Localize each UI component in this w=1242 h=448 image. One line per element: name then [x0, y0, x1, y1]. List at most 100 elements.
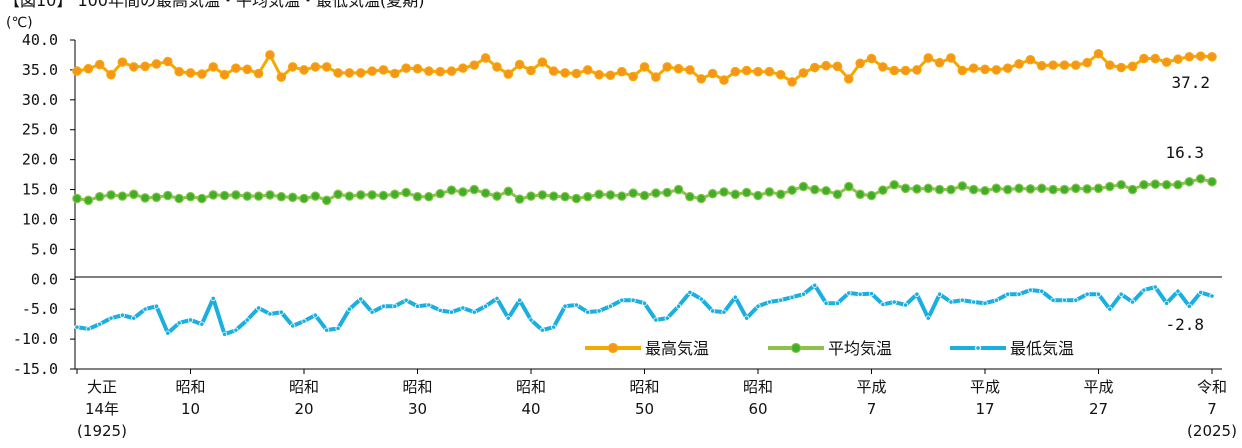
data-point	[753, 190, 763, 201]
data-point	[299, 193, 309, 204]
data-point	[857, 291, 863, 297]
data-point	[187, 317, 194, 323]
data-point	[448, 309, 455, 315]
data-point	[537, 190, 548, 200]
x-tick-label: 昭和	[516, 378, 546, 396]
data-point	[1127, 184, 1138, 195]
data-point	[165, 330, 171, 336]
y-axis-tick-labels: 40.0 35.0 30.0 25.0 20.0 15.0 10.0 5.0 0.0 -5.0 -1…	[13, 31, 75, 378]
data-point	[834, 300, 841, 306]
data-point	[1195, 173, 1206, 184]
y-tick-label: 5.0	[31, 240, 58, 258]
data-point	[707, 68, 718, 79]
x-tick-label: 7	[867, 400, 877, 418]
data-point	[494, 295, 500, 302]
data-point	[1073, 297, 1079, 303]
data-point	[980, 185, 990, 196]
data-point	[1139, 179, 1149, 190]
data-point	[585, 309, 591, 315]
data-point	[287, 192, 298, 203]
data-point	[687, 289, 693, 296]
data-point	[151, 192, 162, 203]
data-point	[324, 327, 330, 333]
data-point	[1141, 287, 1147, 293]
data-point	[1025, 54, 1036, 65]
data-point	[832, 61, 843, 72]
data-point	[94, 59, 105, 70]
data-point	[900, 65, 911, 76]
data-point	[1005, 291, 1011, 297]
data-point	[482, 303, 489, 309]
data-point	[707, 188, 718, 199]
data-point	[278, 309, 284, 315]
data-point	[709, 308, 716, 314]
legend-label: 最高気温	[645, 339, 709, 358]
data-point	[537, 57, 548, 67]
end-label: 16.3	[1165, 143, 1204, 162]
data-point	[582, 191, 593, 202]
data-point	[664, 315, 670, 321]
data-point	[367, 66, 377, 76]
data-point	[639, 62, 650, 72]
data-point	[185, 68, 196, 78]
data-point	[675, 303, 682, 309]
data-point	[560, 68, 570, 78]
data-point	[607, 303, 614, 309]
data-point	[1105, 60, 1115, 70]
data-point	[560, 191, 570, 202]
data-point	[673, 184, 684, 195]
data-point	[991, 65, 1002, 75]
x-tick-label: 14年	[85, 400, 119, 418]
data-point	[424, 191, 434, 202]
data-point	[412, 63, 423, 74]
data-point	[505, 315, 511, 321]
data-point	[503, 69, 514, 79]
data-point	[730, 66, 741, 77]
data-point	[346, 306, 352, 312]
data-point	[471, 309, 477, 315]
data-point	[1107, 306, 1113, 312]
data-point	[616, 191, 627, 201]
data-point	[573, 302, 580, 308]
y-tick-label: 20.0	[22, 151, 58, 169]
end-label: 37.2	[1171, 73, 1210, 92]
data-point	[355, 190, 366, 200]
data-point	[401, 187, 411, 198]
data-point	[809, 62, 820, 73]
data-point	[412, 191, 423, 202]
data-point	[721, 309, 727, 315]
data-point	[458, 187, 468, 197]
data-point	[753, 66, 763, 77]
data-point	[197, 193, 207, 204]
data-point	[1195, 51, 1206, 61]
data-point	[392, 303, 398, 309]
x-tick-label: 17	[975, 400, 994, 418]
data-point	[265, 50, 275, 60]
data-point	[435, 188, 445, 199]
y-tick-label: 35.0	[22, 61, 58, 79]
data-point	[151, 59, 162, 69]
data-point	[219, 69, 230, 80]
data-point	[290, 323, 296, 329]
data-point	[662, 187, 672, 198]
data-point	[548, 66, 559, 76]
x-tick-label: 昭和	[629, 378, 659, 396]
data-point	[1184, 176, 1195, 187]
y-tick-label: 40.0	[22, 31, 58, 49]
data-point	[1050, 297, 1056, 303]
data-point	[891, 299, 897, 305]
data-point	[233, 327, 239, 333]
data-point	[231, 190, 241, 200]
data-point	[957, 181, 968, 191]
data-point	[163, 190, 173, 201]
data-point	[526, 65, 536, 76]
data-point	[651, 72, 661, 82]
data-point	[378, 190, 389, 201]
data-point	[1016, 291, 1022, 297]
data-point	[662, 62, 672, 72]
data-point	[176, 320, 182, 326]
data-point	[764, 187, 775, 197]
data-point	[208, 62, 218, 72]
data-point	[426, 302, 432, 308]
data-point	[219, 190, 230, 201]
